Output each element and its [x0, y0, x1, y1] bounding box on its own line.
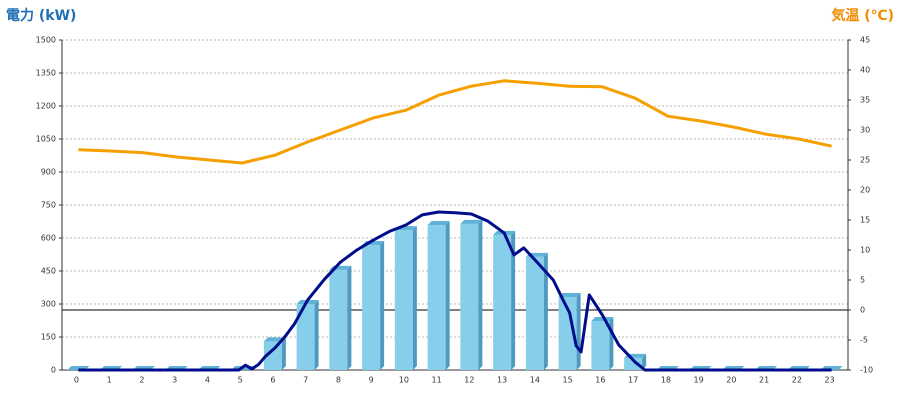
x-tick-label: 4 — [205, 376, 210, 385]
bar — [263, 341, 282, 370]
y-tick-label: 150 — [41, 333, 56, 342]
x-tick-label: 10 — [399, 376, 409, 385]
bar — [558, 296, 577, 370]
y2-tick-label: 5 — [860, 276, 865, 285]
x-tick-label: 23 — [825, 376, 835, 385]
y2-tick-label: 35 — [860, 96, 870, 105]
y2-tick-label: 30 — [860, 126, 870, 135]
x-tick-label: 5 — [238, 376, 243, 385]
bar — [394, 230, 413, 370]
y2-tick-label: -5 — [860, 336, 868, 345]
y-tick-label: 600 — [41, 234, 56, 243]
x-tick-label: 13 — [497, 376, 507, 385]
x-tick-label: 19 — [694, 376, 704, 385]
bar-side — [412, 226, 417, 370]
x-tick-label: 9 — [369, 376, 374, 385]
x-tick-label: 22 — [792, 376, 802, 385]
bar — [493, 234, 512, 370]
x-tick-label: 3 — [172, 376, 177, 385]
x-tick-label: 6 — [270, 376, 275, 385]
x-tick-label: 18 — [661, 376, 671, 385]
y-tick-label: 1200 — [36, 102, 56, 111]
x-tick-label: 20 — [726, 376, 736, 385]
y2-tick-label: 0 — [860, 306, 865, 315]
y2-tick-label: -10 — [860, 366, 873, 375]
y2-tick-label: 45 — [860, 36, 870, 45]
bar-side — [281, 337, 286, 370]
y-tick-label: 1350 — [36, 69, 56, 78]
bar-top — [427, 221, 450, 226]
y-tick-label: 0 — [51, 366, 56, 375]
x-tick-label: 2 — [139, 376, 144, 385]
bar — [427, 225, 446, 370]
bar-side — [511, 230, 516, 370]
y2-tick-label: 40 — [860, 66, 870, 75]
y-tick-label: 900 — [41, 168, 56, 177]
y2-tick-label: 15 — [860, 216, 870, 225]
x-tick-label: 1 — [107, 376, 112, 385]
x-tick-label: 0 — [74, 376, 79, 385]
bar-side — [543, 252, 548, 370]
x-tick-label: 12 — [464, 376, 474, 385]
bar — [362, 245, 381, 370]
bar-side — [380, 241, 385, 370]
bar-side — [576, 292, 581, 370]
x-tick-label: 8 — [336, 376, 341, 385]
x-tick-label: 7 — [303, 376, 308, 385]
y-tick-label: 750 — [41, 201, 56, 210]
bar — [329, 269, 348, 370]
bar-side — [445, 221, 450, 370]
bar — [460, 223, 479, 370]
bar-side — [314, 300, 319, 370]
y-tick-label: 1500 — [36, 36, 56, 45]
y2-tick-label: 10 — [860, 246, 870, 255]
x-tick-label: 16 — [595, 376, 605, 385]
y-tick-label: 300 — [41, 300, 56, 309]
bar — [624, 357, 643, 370]
y2-axis-title: 気温 (℃) — [831, 7, 894, 24]
bar-top — [558, 292, 581, 297]
x-tick-label: 15 — [563, 376, 573, 385]
bar-side — [609, 316, 614, 370]
power-line — [78, 210, 832, 372]
bar-top — [591, 316, 614, 321]
bar — [591, 320, 610, 370]
bar — [296, 304, 315, 370]
y-tick-label: 450 — [41, 267, 56, 276]
x-tick-label: 21 — [759, 376, 769, 385]
y2-tick-label: 20 — [860, 186, 870, 195]
y-axis-title: 電力 (kW) — [6, 7, 76, 24]
bar-side — [478, 219, 483, 370]
x-tick-label: 14 — [530, 376, 540, 385]
x-tick-label: 11 — [432, 376, 442, 385]
x-tick-label: 17 — [628, 376, 638, 385]
bar-side — [642, 353, 647, 370]
temperature-line — [78, 79, 832, 165]
y-tick-label: 1050 — [36, 135, 56, 144]
bar-side — [347, 265, 352, 370]
bar-top — [460, 219, 483, 224]
bar — [525, 256, 544, 370]
y2-tick-label: 25 — [860, 156, 870, 165]
